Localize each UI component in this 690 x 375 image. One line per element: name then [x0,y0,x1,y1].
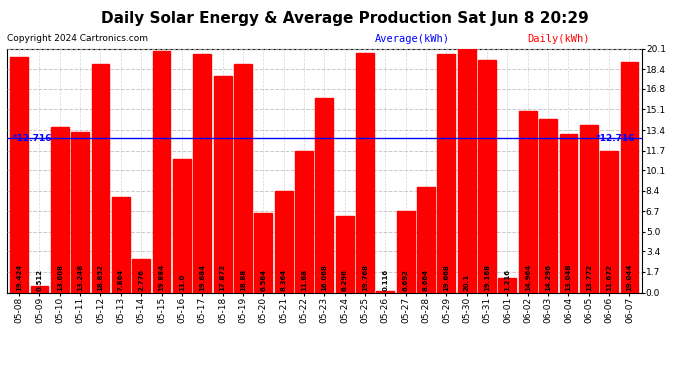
Bar [51,128,69,292]
Text: 19.768: 19.768 [362,264,368,291]
Text: 19.424: 19.424 [16,263,22,291]
Bar [132,259,150,292]
Bar [376,291,394,292]
Text: 14.296: 14.296 [545,264,551,291]
Text: 2.776: 2.776 [138,268,144,291]
Bar [437,54,455,292]
Text: 13.608: 13.608 [57,264,63,291]
Bar [152,51,170,292]
Bar [478,60,496,292]
Text: 1.216: 1.216 [504,268,511,291]
Text: 18.852: 18.852 [97,264,104,291]
Text: 19.884: 19.884 [159,263,164,291]
Text: 18.88: 18.88 [240,268,246,291]
Text: 11.68: 11.68 [301,268,307,291]
Bar [600,151,618,292]
Bar [417,188,435,292]
Text: 14.964: 14.964 [525,263,531,291]
Text: Average(kWh): Average(kWh) [375,34,450,44]
Bar [71,132,89,292]
Text: 13.048: 13.048 [565,263,571,291]
Text: 6.584: 6.584 [260,268,266,291]
Bar [112,197,130,292]
Bar [356,53,374,292]
Text: 13.772: 13.772 [586,264,592,291]
Text: 19.044: 19.044 [627,263,633,291]
Bar [560,134,578,292]
Bar [173,159,191,292]
Bar [580,126,598,292]
Bar [498,278,516,292]
Text: 16.068: 16.068 [322,264,327,291]
Text: 11.0: 11.0 [179,273,185,291]
Text: 11.672: 11.672 [606,264,612,291]
Bar [620,62,638,292]
Bar [457,49,475,292]
Bar [10,57,28,292]
Text: 8.364: 8.364 [281,268,286,291]
Text: *12.716: *12.716 [596,134,635,143]
Text: 6.296: 6.296 [342,269,348,291]
Text: Daily Solar Energy & Average Production Sat Jun 8 20:29: Daily Solar Energy & Average Production … [101,11,589,26]
Bar [234,63,252,292]
Bar [193,54,211,292]
Text: 19.168: 19.168 [484,264,490,291]
Bar [315,98,333,292]
Text: *12.716: *12.716 [13,134,52,143]
Bar [255,213,273,292]
Bar [336,216,353,292]
Text: 6.692: 6.692 [403,269,408,291]
Bar [92,64,110,292]
Text: 7.864: 7.864 [118,268,124,291]
Bar [30,286,48,292]
Text: 19.668: 19.668 [444,264,449,291]
Bar [539,119,557,292]
Text: 13.248: 13.248 [77,264,83,291]
Text: Daily(kWh): Daily(kWh) [527,34,590,44]
Text: Copyright 2024 Cartronics.com: Copyright 2024 Cartronics.com [7,34,148,43]
Bar [519,111,537,292]
Bar [275,191,293,292]
Text: 8.664: 8.664 [423,268,429,291]
Text: 0.116: 0.116 [382,268,388,291]
Text: 17.872: 17.872 [219,264,226,291]
Bar [397,211,415,292]
Bar [214,76,232,292]
Text: 19.684: 19.684 [199,264,205,291]
Bar [295,151,313,292]
Text: 0.512: 0.512 [37,268,43,291]
Text: 20.1: 20.1 [464,273,470,291]
